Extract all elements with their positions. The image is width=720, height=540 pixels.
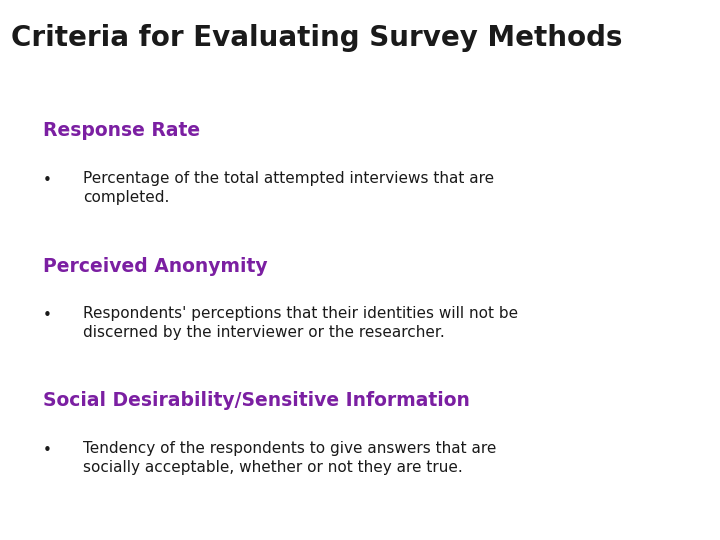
Text: Respondents' perceptions that their identities will not be
discerned by the inte: Respondents' perceptions that their iden… [83, 306, 518, 340]
Text: Criteria for Evaluating Survey Methods: Criteria for Evaluating Survey Methods [11, 24, 622, 52]
Text: Percentage of the total attempted interviews that are
completed.: Percentage of the total attempted interv… [83, 171, 494, 205]
Text: •: • [43, 308, 52, 323]
Text: Perceived Anonymity: Perceived Anonymity [43, 256, 268, 275]
Text: Tendency of the respondents to give answers that are
socially acceptable, whethe: Tendency of the respondents to give answ… [83, 441, 496, 475]
Text: Response Rate: Response Rate [43, 122, 200, 140]
Text: •: • [43, 443, 52, 458]
Text: Social Desirability/Sensitive Information: Social Desirability/Sensitive Informatio… [43, 392, 470, 410]
Text: •: • [43, 173, 52, 188]
